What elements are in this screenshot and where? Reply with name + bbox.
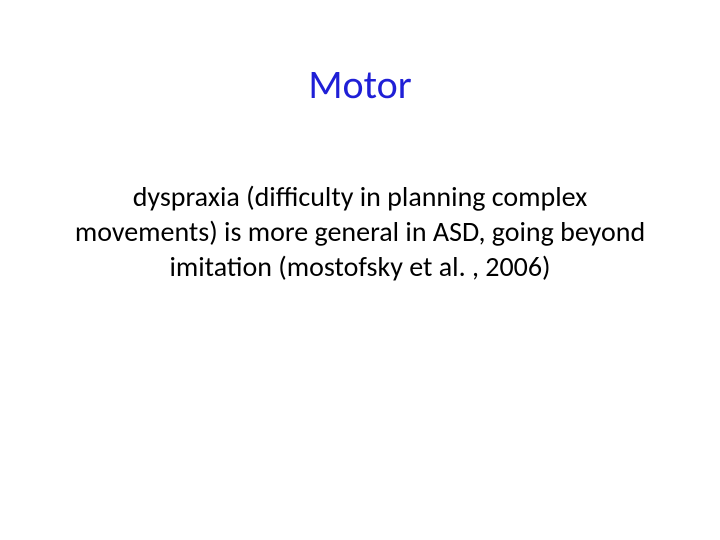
slide-title: Motor xyxy=(0,60,720,109)
slide-body-text: dyspraxia (difficulty in planning comple… xyxy=(0,179,720,284)
slide-container: Motor dyspraxia (difficulty in planning … xyxy=(0,0,720,540)
